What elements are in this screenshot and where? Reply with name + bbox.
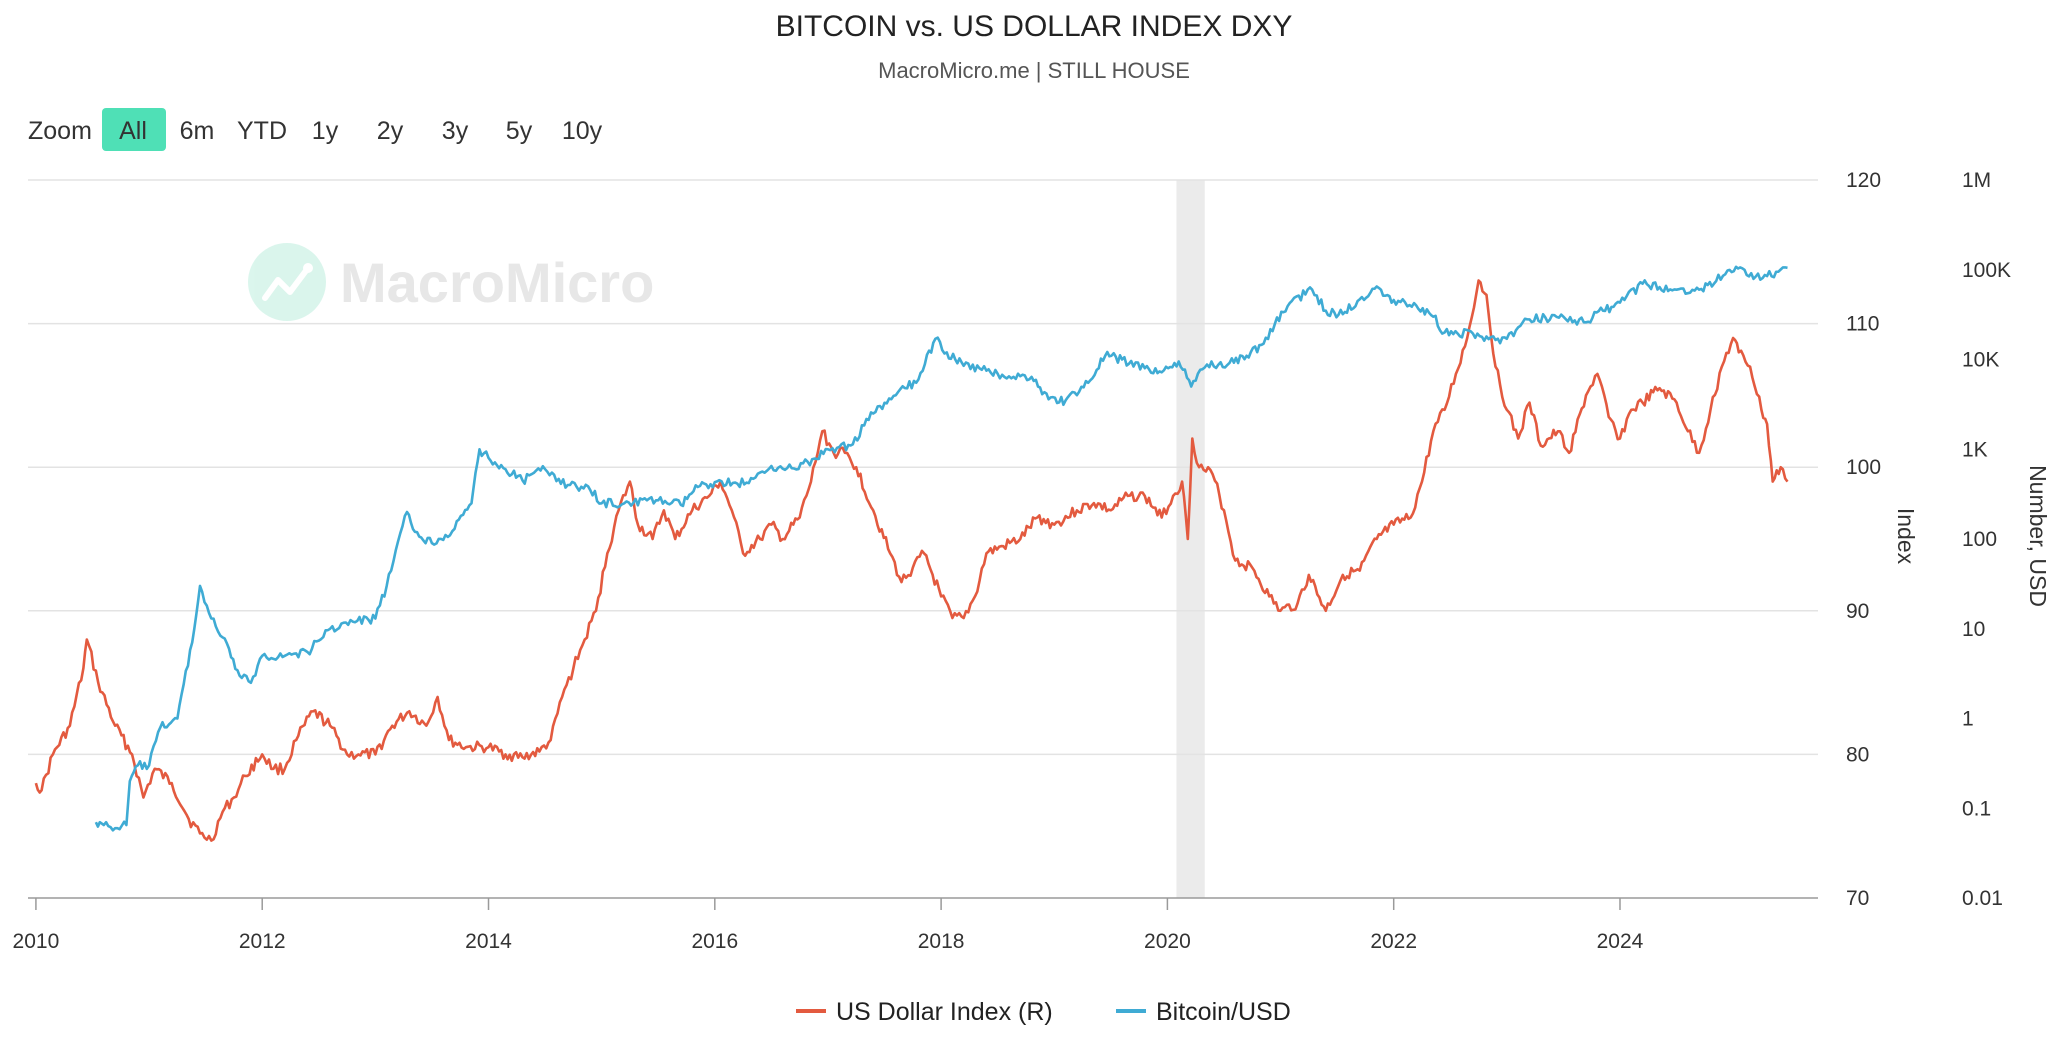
recession-band [1176, 180, 1205, 898]
zoom-button-6m[interactable]: 6m [180, 117, 215, 145]
zoom-button-3y[interactable]: 3y [442, 117, 469, 145]
zoom-button-label: 3y [442, 117, 469, 145]
axis-layer: 7080901001101200.010.11101001K10K100K1M2… [13, 169, 2011, 953]
legend-item[interactable]: US Dollar Index (R) [796, 998, 1053, 1026]
x-tick-label: 2018 [918, 930, 965, 953]
usd-tick-label: 100 [1962, 528, 1997, 551]
x-tick-label: 2024 [1597, 930, 1644, 953]
zoom-button-1y[interactable]: 1y [312, 117, 339, 145]
usd-tick-label: 0.1 [1962, 797, 1991, 820]
index-axis-title: Index [1893, 508, 1919, 565]
zoom-button-5y[interactable]: 5y [506, 117, 533, 145]
watermark: MacroMicro [248, 243, 654, 321]
chart-subtitle: MacroMicro.me | STILL HOUSE [878, 58, 1190, 83]
usd-tick-label: 1 [1962, 708, 1974, 731]
legend: US Dollar Index (R) Bitcoin/USD [796, 998, 1291, 1026]
macromicro-logo-icon [248, 243, 326, 321]
zoom-button-active-bg [102, 108, 166, 151]
legend-label: Bitcoin/USD [1156, 998, 1291, 1026]
zoom-button-ytd[interactable]: YTD [237, 117, 287, 145]
zoom-button-label: 1y [312, 117, 339, 145]
usd-tick-label: 1K [1962, 438, 1988, 461]
zoom-button-all[interactable]: All [102, 108, 166, 151]
zoom-button-2y[interactable]: 2y [377, 117, 404, 145]
index-tick-label: 90 [1846, 600, 1869, 623]
index-tick-label: 70 [1846, 887, 1869, 910]
legend-item[interactable]: Bitcoin/USD [1116, 998, 1291, 1026]
x-tick-label: 2014 [465, 930, 512, 953]
index-tick-label: 120 [1846, 169, 1881, 192]
x-tick-label: 2020 [1144, 930, 1191, 953]
series-line-bitcoin-usd [94, 265, 1788, 832]
usd-tick-label: 1M [1962, 169, 1991, 192]
index-tick-label: 110 [1846, 313, 1879, 336]
x-tick-label: 2022 [1370, 930, 1417, 953]
recession-band-layer [1176, 180, 1205, 898]
grid-layer [28, 179, 1818, 756]
index-tick-label: 100 [1846, 456, 1881, 479]
zoom-button-label: 5y [506, 117, 533, 145]
watermark-text: MacroMicro [340, 251, 654, 314]
legend-label: US Dollar Index (R) [836, 998, 1053, 1026]
zoom-range-selector: Zoom All 6m YTD 1y 2y 3y 5y 10y [28, 108, 603, 151]
series-line-us-dollar-index [34, 279, 1789, 842]
zoom-button-10y[interactable]: 10y [562, 117, 603, 145]
zoom-label: Zoom [28, 117, 92, 145]
chart-title: BITCOIN vs. US DOLLAR INDEX DXY [776, 10, 1293, 43]
zoom-button-label: YTD [237, 117, 287, 145]
usd-tick-label: 0.01 [1962, 887, 2003, 910]
series-layer [34, 265, 1789, 842]
zoom-button-label: 2y [377, 117, 404, 145]
x-tick-label: 2012 [239, 930, 286, 953]
x-tick-label: 2010 [13, 930, 60, 953]
usd-tick-label: 100K [1962, 259, 2011, 282]
usd-tick-label: 10K [1962, 349, 1999, 372]
usd-tick-label: 10 [1962, 618, 1985, 641]
usd-axis-title: Number, USD [2025, 465, 2051, 607]
x-tick-label: 2016 [691, 930, 738, 953]
zoom-button-label: All [119, 117, 147, 145]
index-tick-label: 80 [1846, 743, 1869, 766]
zoom-button-label: 6m [180, 117, 215, 145]
zoom-button-label: 10y [562, 117, 603, 145]
